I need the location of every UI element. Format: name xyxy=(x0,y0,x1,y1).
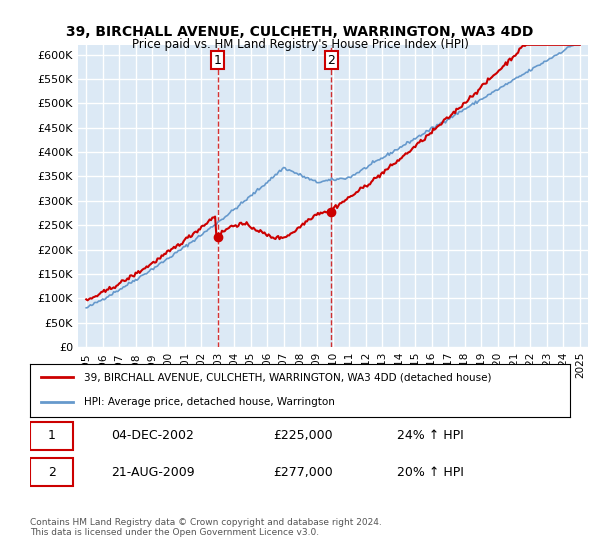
Text: 20% ↑ HPI: 20% ↑ HPI xyxy=(397,465,464,478)
Text: Contains HM Land Registry data © Crown copyright and database right 2024.
This d: Contains HM Land Registry data © Crown c… xyxy=(30,518,382,538)
Text: 39, BIRCHALL AVENUE, CULCHETH, WARRINGTON, WA3 4DD: 39, BIRCHALL AVENUE, CULCHETH, WARRINGTO… xyxy=(67,25,533,39)
Text: 39, BIRCHALL AVENUE, CULCHETH, WARRINGTON, WA3 4DD (detached house): 39, BIRCHALL AVENUE, CULCHETH, WARRINGTO… xyxy=(84,372,491,382)
Text: 21-AUG-2009: 21-AUG-2009 xyxy=(111,465,194,478)
Text: 1: 1 xyxy=(214,54,222,67)
Text: HPI: Average price, detached house, Warrington: HPI: Average price, detached house, Warr… xyxy=(84,397,335,407)
FancyBboxPatch shape xyxy=(30,422,73,450)
Text: 2: 2 xyxy=(47,465,56,478)
Text: £277,000: £277,000 xyxy=(273,465,333,478)
Text: 2: 2 xyxy=(328,54,335,67)
FancyBboxPatch shape xyxy=(30,458,73,486)
Text: 1: 1 xyxy=(47,429,56,442)
Text: £225,000: £225,000 xyxy=(273,429,332,442)
Text: 24% ↑ HPI: 24% ↑ HPI xyxy=(397,429,464,442)
Text: Price paid vs. HM Land Registry's House Price Index (HPI): Price paid vs. HM Land Registry's House … xyxy=(131,38,469,50)
Text: 04-DEC-2002: 04-DEC-2002 xyxy=(111,429,194,442)
